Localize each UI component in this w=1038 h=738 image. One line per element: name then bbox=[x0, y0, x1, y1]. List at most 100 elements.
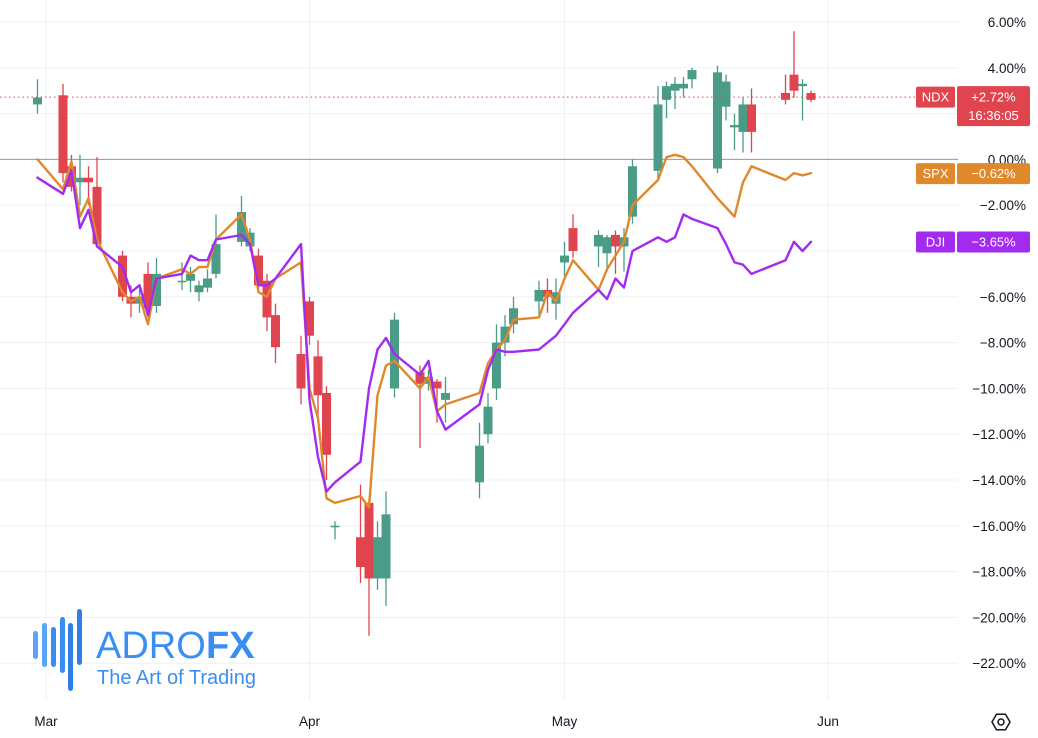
candle bbox=[432, 379, 442, 423]
candle bbox=[152, 257, 161, 313]
tag-value-box bbox=[957, 163, 1030, 185]
candle bbox=[500, 315, 510, 357]
candle bbox=[211, 214, 221, 279]
adrofx-logo: ADRO FX The Art of Trading bbox=[33, 609, 256, 691]
candle-body bbox=[262, 280, 272, 318]
tag-name: NDX bbox=[922, 90, 950, 105]
candle-body bbox=[305, 301, 314, 336]
x-axis: Mar Apr May Jun bbox=[34, 714, 839, 729]
y-tick-label: 4.00% bbox=[988, 61, 1026, 76]
logo-bars-icon bbox=[33, 609, 82, 691]
candle bbox=[296, 335, 306, 405]
candle-body bbox=[611, 234, 620, 247]
candle bbox=[534, 280, 544, 316]
tag-name: SPX bbox=[922, 166, 948, 181]
candle-body bbox=[381, 514, 391, 579]
candle-body bbox=[687, 70, 697, 80]
candle-body bbox=[713, 72, 722, 169]
candle-body bbox=[721, 81, 731, 107]
candle bbox=[75, 154, 85, 206]
last-value-tags: NDX +2.72% 16:36:05 SPX −0.62% DJI −3.65% bbox=[916, 86, 1030, 253]
candle-body bbox=[194, 285, 204, 293]
x-tick-label: Mar bbox=[34, 714, 58, 729]
candle-body bbox=[211, 244, 221, 274]
candle bbox=[806, 90, 816, 103]
x-tick-label: Apr bbox=[299, 714, 321, 729]
candle bbox=[687, 67, 697, 89]
candle bbox=[594, 230, 603, 268]
candle bbox=[186, 267, 195, 293]
candle bbox=[662, 81, 671, 119]
y-tick-label: −16.00% bbox=[972, 519, 1026, 534]
candle-body bbox=[789, 74, 799, 91]
candle-body bbox=[747, 104, 756, 132]
candle bbox=[330, 521, 340, 540]
candle bbox=[670, 76, 680, 110]
candle-body bbox=[560, 255, 569, 263]
candle-body bbox=[738, 104, 748, 132]
candle bbox=[781, 74, 790, 105]
y-tick-label: −8.00% bbox=[980, 336, 1026, 351]
candle-body bbox=[356, 537, 365, 568]
value-tag-spx: SPX −0.62% bbox=[916, 163, 1030, 185]
candle-body bbox=[152, 273, 161, 306]
candle bbox=[560, 241, 569, 277]
candle bbox=[271, 303, 280, 364]
y-tick-label: −2.00% bbox=[980, 198, 1026, 213]
candle bbox=[483, 392, 493, 444]
candle bbox=[789, 31, 799, 98]
tag-time: 16:36:05 bbox=[968, 108, 1019, 123]
candle-body bbox=[313, 356, 323, 396]
tag-name-box bbox=[916, 86, 955, 108]
settings-gear-icon[interactable] bbox=[991, 713, 1011, 731]
y-tick-label: −10.00% bbox=[972, 381, 1026, 396]
candle bbox=[194, 280, 204, 302]
candle-body bbox=[730, 125, 739, 128]
candle bbox=[373, 521, 382, 590]
value-tag-dji: DJI −3.65% bbox=[916, 231, 1030, 253]
candle bbox=[679, 76, 688, 98]
candle bbox=[33, 79, 42, 114]
value-tag-ndx: NDX +2.72% 16:36:05 bbox=[916, 86, 1030, 127]
candle bbox=[602, 234, 612, 272]
candle-body bbox=[118, 255, 127, 297]
candle-body bbox=[271, 315, 280, 348]
candle-body bbox=[551, 292, 561, 304]
tag-value-box bbox=[957, 86, 1030, 127]
candle bbox=[143, 262, 153, 318]
candle-body bbox=[432, 381, 442, 389]
y-axis: 6.00%4.00%0.00%−2.00%−6.00%−8.00%−10.00%… bbox=[972, 15, 1026, 671]
tag-name-box bbox=[916, 163, 955, 185]
candle-body bbox=[483, 406, 493, 435]
candle bbox=[356, 484, 365, 584]
x-tick-label: May bbox=[552, 714, 578, 729]
candle bbox=[364, 498, 374, 636]
candle bbox=[730, 113, 739, 151]
candle bbox=[509, 296, 518, 334]
candle-body bbox=[602, 237, 612, 254]
logo-tagline: The Art of Trading bbox=[97, 667, 256, 689]
candle-body bbox=[364, 502, 374, 579]
candle bbox=[313, 340, 323, 419]
y-tick-label: −6.00% bbox=[980, 290, 1026, 305]
y-tick-label: −14.00% bbox=[972, 473, 1026, 488]
y-tick-label: −22.00% bbox=[972, 656, 1026, 671]
candle-body bbox=[670, 83, 680, 91]
candle-body bbox=[33, 97, 42, 105]
candle-body bbox=[322, 392, 331, 455]
candle bbox=[747, 88, 756, 153]
tag-value-box bbox=[957, 231, 1030, 253]
series-line-dji bbox=[36, 169, 813, 493]
candle-body bbox=[679, 83, 688, 89]
candle-body bbox=[186, 273, 195, 281]
candle bbox=[738, 97, 748, 153]
candle bbox=[628, 159, 637, 224]
y-tick-label: −12.00% bbox=[972, 427, 1026, 442]
candle-body bbox=[653, 104, 663, 171]
candle bbox=[713, 65, 722, 174]
tag-name-box bbox=[916, 231, 955, 253]
candle bbox=[415, 365, 425, 448]
y-tick-label: −20.00% bbox=[972, 610, 1026, 625]
